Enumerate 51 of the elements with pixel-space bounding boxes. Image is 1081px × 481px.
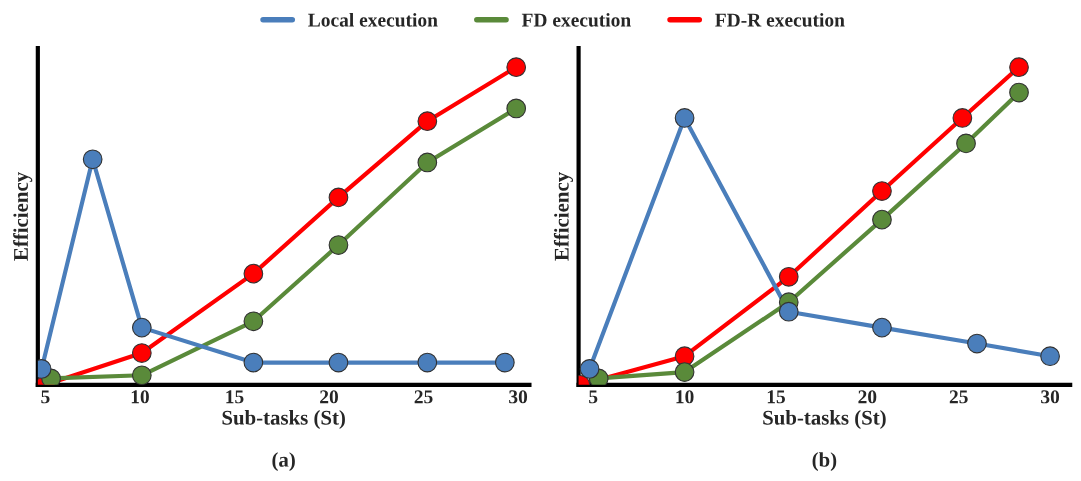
point (328, 235, 349, 255)
point (243, 352, 264, 373)
point (952, 108, 973, 128)
point (1040, 346, 1060, 367)
y-axis-title: Efficiency (13, 172, 33, 261)
x-tick-label: 30 (509, 390, 528, 404)
x-tick-label: 20 (858, 390, 877, 404)
text: (a) (272, 452, 295, 472)
point (579, 359, 600, 379)
point (778, 301, 799, 322)
x-tick-label: 15 (226, 390, 244, 404)
point (872, 209, 892, 230)
point (131, 317, 152, 338)
y-axis-title: Efficiency (553, 172, 574, 261)
x-axis-title: Sub-tasks (St) (763, 410, 886, 429)
point (82, 149, 103, 170)
x-tick-label: 20 (320, 390, 338, 404)
x-axis-title: Sub-tasks (St) (222, 410, 345, 429)
point (1009, 57, 1029, 78)
x-tick-label: 10 (131, 390, 149, 404)
x-tick-label: 25 (949, 390, 968, 404)
legend-label: FD execution (521, 12, 631, 27)
point (778, 266, 799, 287)
point (494, 352, 515, 373)
legend-label: Local execution (308, 12, 438, 27)
point (967, 333, 987, 354)
x-tick-label: 5 (589, 390, 598, 404)
point (417, 111, 438, 132)
point (872, 317, 892, 338)
text: (b) (812, 452, 837, 472)
point (328, 352, 349, 373)
point (243, 263, 264, 284)
x-tick-label: 25 (414, 390, 433, 404)
point (674, 108, 695, 128)
legend-label: FD-R execution (715, 12, 845, 27)
point (131, 343, 152, 363)
point (956, 133, 976, 154)
x-tick-label: 30 (1041, 390, 1060, 404)
point (506, 57, 527, 78)
point (506, 98, 527, 119)
x-tick-label: 15 (767, 390, 785, 404)
x-tick-label: 5 (41, 390, 50, 404)
point (1009, 82, 1029, 103)
point (417, 152, 438, 173)
point (674, 362, 695, 382)
point (243, 311, 264, 332)
point (131, 365, 152, 385)
x-tick-label: 10 (676, 390, 694, 404)
point (417, 352, 438, 373)
point (872, 181, 892, 201)
point (328, 187, 349, 208)
